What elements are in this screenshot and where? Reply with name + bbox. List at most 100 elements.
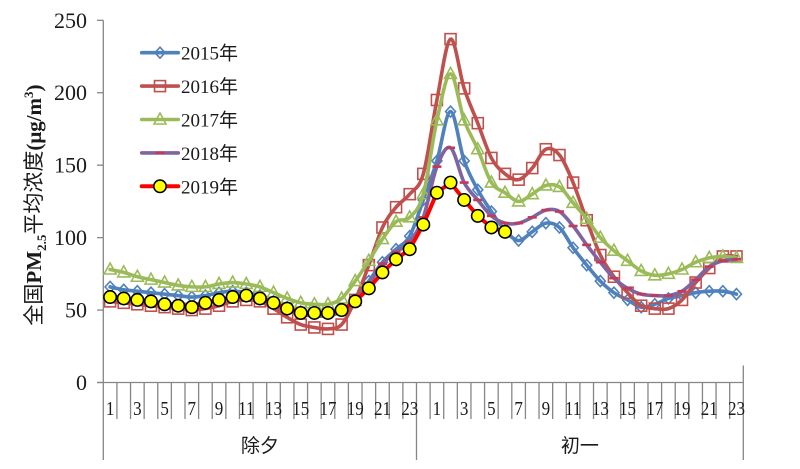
data-point-marker: [443, 175, 458, 190]
data-point-marker: [444, 32, 457, 46]
legend-label: 2015年: [181, 43, 238, 65]
data-point-marker: [634, 299, 648, 313]
data-point-marker: [498, 224, 513, 239]
data-point-marker: [320, 305, 335, 320]
data-point-marker: [416, 217, 431, 232]
data-point-marker: [594, 274, 607, 288]
data-point-marker: [170, 277, 186, 291]
x-tick-label: 17: [319, 398, 336, 421]
data-point-marker: [389, 252, 404, 267]
data-point-marker: [553, 220, 566, 235]
series-2019年: [103, 175, 513, 320]
data-point-marker: [157, 274, 172, 288]
data-point-marker: [129, 268, 145, 283]
data-point-marker: [429, 185, 444, 200]
legend-marker: [153, 46, 167, 60]
legend-label: 2017年: [181, 110, 238, 132]
x-tick-label: 21: [374, 398, 391, 421]
x-tick-label: 9: [542, 398, 551, 421]
data-point-marker: [647, 267, 663, 281]
y-tick-label: 150: [54, 153, 87, 178]
legend-label: 2016年: [181, 76, 238, 98]
data-point-marker: [592, 229, 608, 243]
data-point-marker: [565, 194, 581, 209]
x-tick-label: 13: [592, 398, 609, 421]
legend: 2015年 2016年 2017年 2018年 2019年: [139, 43, 238, 198]
data-point-marker: [470, 208, 485, 223]
data-point-marker: [252, 278, 268, 293]
data-point-marker: [662, 302, 675, 315]
series-line: [108, 37, 739, 331]
x-tick-label: 19: [674, 398, 691, 421]
x-tick-label: 3: [133, 398, 142, 421]
legend-marker: [153, 79, 167, 93]
y-label-part-unit: (μg/m: [22, 97, 46, 150]
data-point-marker: [607, 270, 621, 284]
data-point-marker: [293, 305, 308, 320]
data-point-marker: [606, 242, 622, 256]
x-tick-label: 15: [292, 398, 309, 421]
data-point-marker: [512, 233, 525, 248]
data-point-marker: [334, 303, 349, 318]
data-point-marker: [238, 275, 254, 290]
data-point-marker: [103, 290, 118, 305]
data-point-marker: [403, 187, 416, 201]
data-point-marker: [375, 230, 390, 245]
data-point-marker: [225, 290, 240, 305]
data-point-marker: [211, 275, 227, 290]
group-label: 除夕: [241, 435, 279, 457]
legend-item: 2015年: [139, 43, 238, 65]
data-point-marker: [157, 297, 172, 312]
y-label-part-region: 全国: [22, 284, 46, 326]
data-point-marker: [415, 185, 431, 200]
data-point-marker: [661, 265, 676, 280]
x-tick-label: 1: [106, 398, 115, 421]
y-tick-label: 0: [76, 370, 87, 395]
x-tick-label: 9: [215, 398, 224, 421]
data-point-marker: [716, 284, 729, 298]
data-point-marker: [689, 285, 702, 300]
data-point-marker: [198, 295, 213, 310]
data-point-marker: [375, 265, 390, 280]
data-point-marker: [239, 288, 254, 303]
legend-marker: [152, 111, 168, 125]
data-point-marker: [198, 278, 213, 293]
data-point-marker: [444, 104, 457, 119]
legend-item: 2018年: [139, 143, 238, 165]
data-point-marker: [485, 151, 498, 165]
data-point-marker: [456, 112, 472, 126]
data-point-marker: [457, 82, 471, 95]
data-point-marker: [443, 65, 458, 80]
data-point-marker: [457, 192, 472, 207]
data-point-marker: [511, 193, 526, 207]
legend-label: 2019年: [181, 176, 238, 198]
data-point-marker: [729, 249, 744, 264]
data-point-marker: [212, 292, 227, 307]
x-tick-label: 7: [188, 398, 197, 421]
data-point-marker: [458, 154, 471, 168]
data-point-marker: [512, 173, 525, 186]
data-point-marker: [567, 241, 580, 255]
data-point-marker: [497, 184, 513, 199]
x-tick-label: 11: [565, 398, 581, 421]
legend-label: 2018年: [181, 143, 238, 165]
x-tick-label: 3: [460, 398, 469, 421]
data-point-marker: [116, 291, 131, 306]
data-point-marker: [566, 176, 580, 189]
x-tick-label: 5: [487, 398, 496, 421]
data-point-marker: [688, 254, 703, 268]
y-label-part-metric: 平均浓度: [22, 151, 46, 235]
data-point-marker: [539, 216, 552, 230]
data-point-marker: [348, 294, 363, 309]
x-tick-label: 19: [347, 398, 364, 421]
data-point-marker: [184, 300, 199, 315]
x-tick-label: 17: [646, 398, 663, 421]
data-point-marker: [674, 261, 690, 275]
data-point-marker: [171, 298, 186, 313]
x-tick-label: 15: [619, 398, 636, 421]
data-point-marker: [675, 293, 689, 307]
data-point-marker: [102, 261, 118, 275]
y-tick-label: 100: [54, 225, 87, 250]
data-point-marker: [538, 177, 554, 191]
